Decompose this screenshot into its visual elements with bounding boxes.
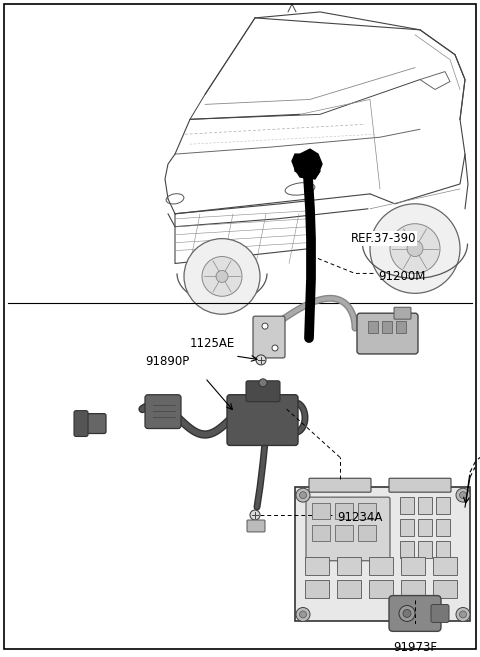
FancyBboxPatch shape	[431, 604, 449, 622]
Circle shape	[407, 240, 423, 256]
FancyBboxPatch shape	[145, 395, 181, 428]
Circle shape	[390, 224, 440, 273]
Bar	[337, 579, 361, 598]
Bar	[418, 497, 432, 514]
Text: 91200M: 91200M	[378, 270, 425, 283]
FancyBboxPatch shape	[389, 596, 441, 631]
FancyBboxPatch shape	[389, 478, 451, 492]
FancyBboxPatch shape	[227, 395, 298, 445]
FancyBboxPatch shape	[246, 381, 280, 401]
Circle shape	[456, 608, 470, 622]
Bar	[436, 497, 450, 514]
Circle shape	[370, 204, 460, 293]
Bar	[305, 556, 329, 575]
Text: 91234A: 91234A	[337, 510, 383, 524]
Circle shape	[403, 610, 411, 618]
Bar	[436, 519, 450, 536]
FancyBboxPatch shape	[394, 307, 411, 319]
Bar	[382, 321, 392, 333]
Bar	[396, 321, 406, 333]
Bar	[433, 579, 457, 598]
Circle shape	[459, 611, 467, 618]
Bar	[433, 556, 457, 575]
Circle shape	[256, 355, 266, 365]
Polygon shape	[295, 159, 320, 179]
Bar	[400, 519, 414, 536]
FancyBboxPatch shape	[80, 414, 106, 434]
Text: 91890P: 91890P	[145, 355, 189, 368]
Bar	[335, 525, 353, 541]
Circle shape	[259, 379, 267, 387]
Bar	[337, 556, 361, 575]
Circle shape	[262, 323, 268, 329]
Circle shape	[272, 345, 278, 351]
FancyBboxPatch shape	[306, 497, 390, 561]
Bar	[400, 541, 414, 558]
Text: REF.37-390: REF.37-390	[350, 232, 416, 245]
FancyBboxPatch shape	[295, 487, 470, 622]
FancyBboxPatch shape	[357, 313, 418, 354]
Circle shape	[456, 488, 470, 502]
Circle shape	[296, 488, 310, 502]
Circle shape	[216, 271, 228, 283]
Circle shape	[300, 611, 307, 618]
Circle shape	[300, 491, 307, 499]
Circle shape	[202, 256, 242, 296]
Circle shape	[459, 491, 467, 499]
Circle shape	[296, 608, 310, 622]
Text: 91973F: 91973F	[393, 641, 437, 654]
FancyBboxPatch shape	[247, 520, 265, 532]
Bar	[418, 519, 432, 536]
Polygon shape	[292, 149, 322, 179]
Bar	[436, 541, 450, 558]
Bar	[312, 503, 330, 519]
Bar	[369, 579, 393, 598]
Bar	[401, 579, 425, 598]
Bar	[312, 525, 330, 541]
Bar	[368, 321, 378, 333]
Bar	[335, 503, 353, 519]
Bar	[418, 541, 432, 558]
Bar	[305, 579, 329, 598]
Bar	[358, 525, 376, 541]
Bar	[400, 497, 414, 514]
Text: 1125AE: 1125AE	[190, 337, 235, 350]
FancyBboxPatch shape	[253, 316, 285, 358]
Bar	[401, 556, 425, 575]
Circle shape	[184, 238, 260, 314]
FancyBboxPatch shape	[309, 478, 371, 492]
Circle shape	[250, 510, 260, 520]
Circle shape	[399, 606, 415, 622]
Bar	[358, 503, 376, 519]
FancyBboxPatch shape	[74, 411, 88, 436]
Bar	[369, 556, 393, 575]
